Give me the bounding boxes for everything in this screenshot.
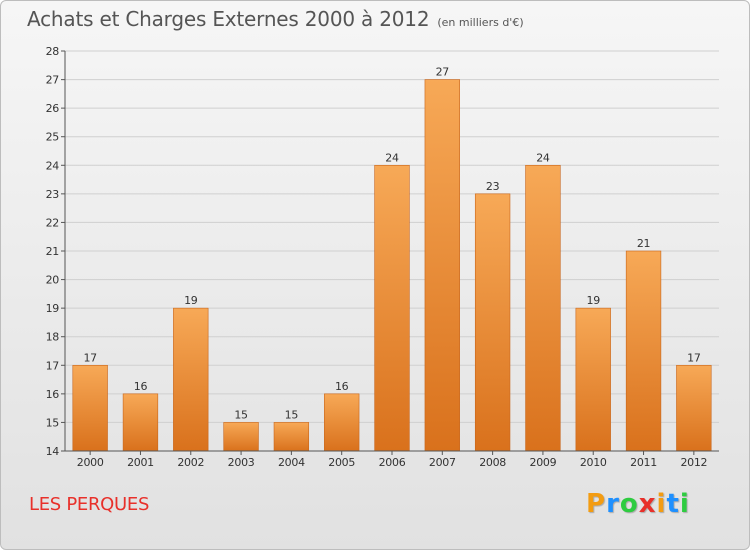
x-tick-label: 2006	[379, 456, 406, 469]
bar	[273, 422, 310, 452]
x-tick-label: 2002	[177, 456, 204, 469]
bar	[525, 164, 561, 452]
value-label: 16	[335, 380, 349, 393]
value-label: 24	[385, 151, 399, 164]
y-axis-ticks: 14 15 16 17 18 19 20 21 22 23 24 25 26 27 28	[46, 45, 65, 458]
chart-title-text: Achats et Charges Externes 2000 à 2012	[27, 7, 430, 31]
y-tick-label: 27	[46, 74, 60, 87]
value-label: 15	[285, 408, 299, 421]
bar	[374, 164, 410, 452]
bar	[424, 79, 460, 452]
value-labels: 17 16 19 15 15 16 24 27 23 24 19 21 17	[83, 66, 701, 422]
value-label: 15	[234, 408, 248, 421]
value-label: 16	[134, 380, 148, 393]
value-label: 24	[536, 151, 550, 164]
x-tick-label: 2012	[680, 456, 707, 469]
x-tick-label: 2004	[278, 456, 305, 469]
logo-letter: i	[679, 489, 690, 519]
y-tick-label: 25	[46, 131, 60, 144]
x-axis-ticks: 2000 2001 2002 2003 2004 2005 2006 2007 2008 2009…	[77, 451, 708, 469]
y-tick-label: 28	[46, 45, 60, 58]
proxiti-logo: Proxiti	[586, 489, 690, 519]
x-tick-label: 2001	[127, 456, 154, 469]
bars	[72, 79, 712, 452]
bar	[474, 193, 511, 452]
y-tick-label: 14	[46, 445, 60, 458]
value-label: 19	[184, 294, 198, 307]
y-tick-label: 22	[46, 216, 59, 229]
y-tick-label: 17	[46, 359, 60, 372]
axes	[64, 51, 719, 452]
bar	[122, 393, 159, 452]
bar	[72, 364, 108, 452]
y-tick-label: 24	[46, 159, 60, 172]
value-label: 17	[83, 351, 97, 364]
y-tick-label: 26	[46, 102, 60, 115]
logo-letter: x	[638, 489, 657, 519]
value-label: 27	[436, 66, 450, 79]
value-label: 17	[687, 351, 701, 364]
bar	[676, 364, 712, 452]
value-label: 23	[486, 180, 500, 193]
x-tick-label: 2011	[630, 456, 657, 469]
value-label: 19	[587, 294, 601, 307]
y-tick-label: 20	[46, 274, 60, 287]
y-tick-label: 18	[46, 331, 60, 344]
x-tick-label: 2009	[530, 456, 557, 469]
commune-name: LES PERQUES	[29, 494, 150, 515]
y-tick-label: 23	[46, 188, 60, 201]
logo-letter: i	[656, 489, 667, 519]
y-tick-label: 21	[46, 245, 59, 258]
y-tick-label: 16	[46, 388, 60, 401]
bar	[575, 307, 611, 452]
y-tick-label: 19	[46, 302, 60, 315]
x-tick-label: 2008	[479, 456, 506, 469]
value-label: 21	[637, 237, 650, 250]
x-tick-label: 2007	[429, 456, 456, 469]
chart-unit: (en milliers d'€)	[437, 16, 524, 29]
bar	[625, 250, 662, 452]
bar	[173, 307, 209, 452]
chart-title: Achats et Charges Externes 2000 à 2012 (e…	[27, 7, 524, 31]
logo-letter: P	[586, 489, 607, 519]
y-tick-label: 15	[46, 416, 60, 429]
x-tick-label: 2003	[228, 456, 255, 469]
x-tick-label: 2010	[580, 456, 607, 469]
x-tick-label: 2000	[77, 456, 104, 469]
logo-letter: t	[666, 489, 680, 519]
x-tick-label: 2005	[328, 456, 355, 469]
logo-letter: o	[619, 489, 639, 519]
bar	[223, 422, 259, 452]
bar	[324, 393, 360, 452]
logo-letter: r	[606, 489, 620, 519]
